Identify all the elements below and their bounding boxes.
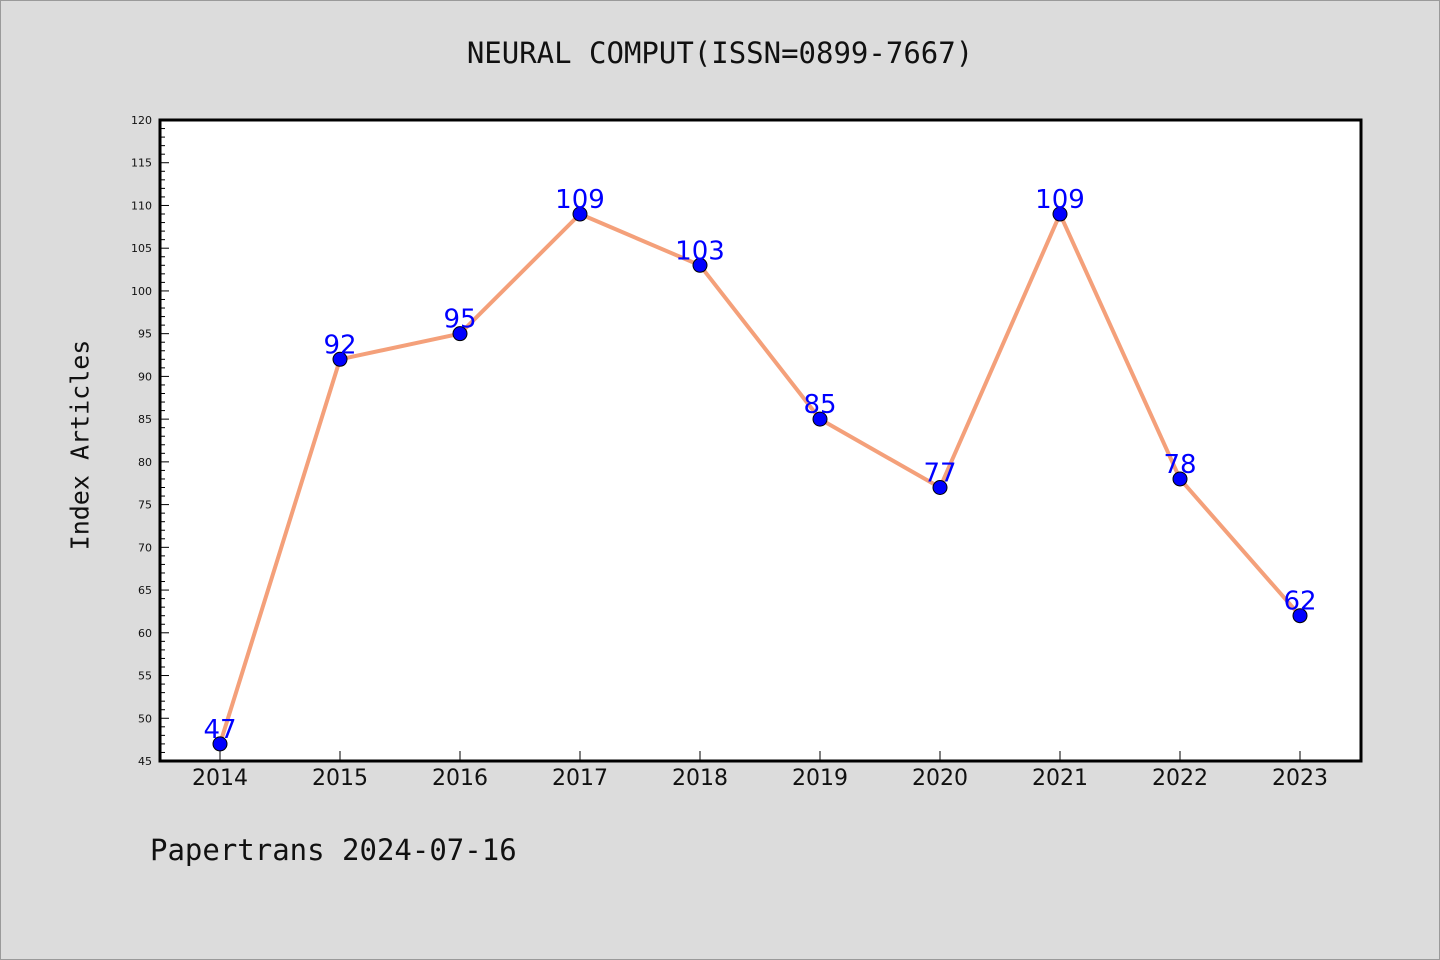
y-tick-label: 110 xyxy=(131,199,152,212)
x-tick-label: 2023 xyxy=(1272,766,1328,791)
y-tick-label: 70 xyxy=(138,541,152,554)
y-axis-ticks: 45 50 55 60 65 70 75 80 85 90 95 100 105 110 115 120 xyxy=(131,114,169,768)
y-tick-label: 50 xyxy=(138,712,152,725)
y-tick-label: 55 xyxy=(138,670,152,683)
data-label: 85 xyxy=(803,390,836,420)
y-tick-label: 105 xyxy=(131,242,152,255)
y-tick-label: 100 xyxy=(131,285,152,298)
data-label: 47 xyxy=(203,715,236,745)
data-point xyxy=(212,736,228,752)
x-tick-label: 2019 xyxy=(792,766,848,791)
x-tick-label: 2020 xyxy=(912,766,968,791)
data-label: 77 xyxy=(923,459,956,489)
x-tick-label: 2018 xyxy=(672,766,728,791)
chart-title: NEURAL COMPUT(ISSN=0899-7667) xyxy=(466,36,974,70)
data-label: 109 xyxy=(1035,185,1085,215)
data-point xyxy=(812,411,828,427)
data-label: 92 xyxy=(323,330,356,360)
data-point xyxy=(572,206,588,222)
data-point xyxy=(932,480,948,496)
data-label: 95 xyxy=(443,305,476,335)
series-line xyxy=(218,212,1302,745)
data-point xyxy=(452,326,468,342)
data-label: 109 xyxy=(555,185,605,215)
y-tick-label: 115 xyxy=(131,157,152,170)
footer-credit: Papertrans 2024-07-16 xyxy=(150,833,517,867)
x-tick-label: 2021 xyxy=(1032,766,1088,791)
x-axis-ticks: 2014 2015 2016 2017 2018 2019 2020 2021 2022 2023 xyxy=(192,751,1328,791)
series-layer: 47 92 95 109 103 85 77 109 78 62 xyxy=(203,185,1317,752)
y-tick-label: 95 xyxy=(138,328,152,341)
x-tick-label: 2015 xyxy=(312,766,368,791)
plot-area xyxy=(158,118,1363,763)
x-tick-label: 2017 xyxy=(552,766,608,791)
data-point xyxy=(1172,471,1188,487)
y-tick-label: 85 xyxy=(138,413,152,426)
data-point xyxy=(332,351,348,367)
x-tick-label: 2022 xyxy=(1152,766,1208,791)
y-tick-label: 65 xyxy=(138,584,152,597)
data-point xyxy=(1052,206,1068,222)
data-point xyxy=(1292,608,1308,624)
x-tick-label: 2016 xyxy=(432,766,488,791)
y-tick-label: 60 xyxy=(138,627,152,640)
data-point xyxy=(692,257,708,273)
y-tick-label: 120 xyxy=(131,114,152,127)
y-tick-label: 75 xyxy=(138,499,152,512)
y-tick-label: 80 xyxy=(138,456,152,469)
data-label: 62 xyxy=(1283,587,1316,617)
data-label: 103 xyxy=(675,236,725,266)
data-label: 78 xyxy=(1163,450,1196,480)
x-tick-label: 2014 xyxy=(192,766,248,791)
y-tick-label: 90 xyxy=(138,370,152,383)
y-tick-label: 45 xyxy=(138,755,152,768)
